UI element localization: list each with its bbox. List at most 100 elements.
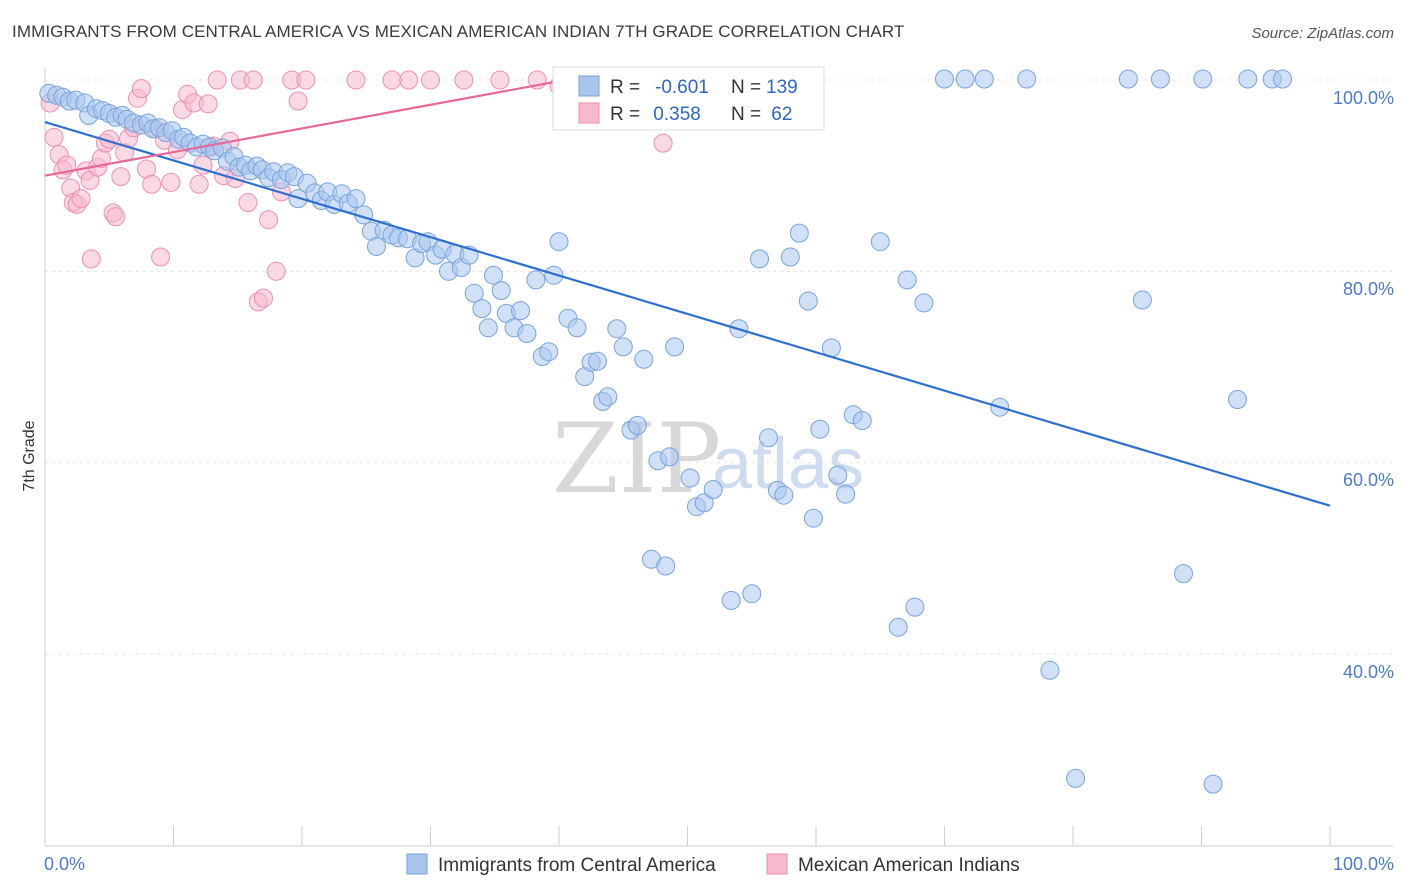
bottom-legend-swatch-pink xyxy=(766,853,788,875)
data-point xyxy=(346,189,366,209)
legend-n-value-blue: 139 xyxy=(766,77,798,98)
data-point xyxy=(81,249,101,269)
data-point xyxy=(598,387,618,407)
data-point xyxy=(680,468,700,488)
data-point xyxy=(549,232,569,252)
data-point xyxy=(464,283,484,303)
trend-line-blue xyxy=(44,121,1331,507)
data-point xyxy=(288,91,308,111)
legend-r-label-blue: R = xyxy=(610,77,645,98)
legend-r-label-pink: R = xyxy=(610,104,645,125)
data-point xyxy=(1150,69,1170,89)
data-point xyxy=(955,69,975,89)
data-point xyxy=(454,70,474,90)
data-point xyxy=(798,291,818,311)
data-point xyxy=(491,281,511,300)
y-tick-80: 80.0% xyxy=(1343,279,1394,299)
x-ticks xyxy=(44,826,1331,846)
data-point xyxy=(780,247,800,267)
legend-r-value-blue: -0.601 xyxy=(655,77,709,98)
data-point xyxy=(694,493,714,513)
data-point xyxy=(1066,768,1086,788)
data-point xyxy=(111,167,131,187)
data-point xyxy=(634,349,654,369)
data-point xyxy=(607,319,627,339)
legend-swatch-blue xyxy=(578,75,600,97)
data-point xyxy=(259,210,279,230)
data-point xyxy=(905,597,925,617)
data-point xyxy=(828,465,848,485)
data-point xyxy=(750,249,769,269)
data-point xyxy=(1017,69,1037,89)
data-point xyxy=(539,342,559,362)
data-point xyxy=(870,232,890,252)
legend-n-label-blue: N = xyxy=(731,77,766,98)
data-point xyxy=(803,508,823,528)
data-point xyxy=(57,155,77,175)
data-point xyxy=(189,174,209,194)
series-immigrants-central-america xyxy=(39,69,1292,794)
data-point xyxy=(935,69,954,89)
data-point xyxy=(789,223,809,243)
data-point xyxy=(660,447,679,467)
data-point xyxy=(627,415,647,435)
data-point xyxy=(656,556,676,576)
legend-r-value-pink: 0.358 xyxy=(648,104,701,125)
data-point xyxy=(613,337,633,357)
data-point xyxy=(478,318,498,338)
data-point xyxy=(526,270,546,290)
data-point xyxy=(266,261,286,281)
data-point xyxy=(703,480,723,499)
data-point xyxy=(161,172,181,192)
y-axis-label: 7th Grade xyxy=(21,420,38,491)
data-point xyxy=(490,70,510,90)
data-point xyxy=(207,70,227,90)
data-point xyxy=(421,70,440,90)
legend-bottom: Immigrants from Central America Mexican … xyxy=(406,853,1020,876)
bottom-legend-label-pink: Mexican American Indians xyxy=(798,855,1020,876)
data-point xyxy=(914,293,934,313)
data-point xyxy=(1174,564,1193,584)
data-point xyxy=(106,207,126,227)
legend-n-value-pink: 62 xyxy=(766,104,792,125)
data-point xyxy=(367,237,386,256)
data-point xyxy=(721,590,741,610)
data-point xyxy=(897,270,917,290)
data-point xyxy=(484,265,503,285)
data-point xyxy=(653,133,673,153)
data-point xyxy=(1238,69,1258,89)
data-point xyxy=(1040,660,1060,680)
legend-top: R = -0.601 N = 139 R = 0.358 N = 62 xyxy=(552,66,825,131)
data-point xyxy=(131,79,151,99)
bottom-legend-swatch-blue xyxy=(406,853,428,875)
y-tick-40: 40.0% xyxy=(1343,662,1394,682)
x-tick-0: 0.0% xyxy=(44,854,85,874)
y-tick-60: 60.0% xyxy=(1343,470,1394,490)
data-point xyxy=(1228,390,1247,409)
data-point xyxy=(588,351,607,371)
data-point xyxy=(665,337,685,357)
data-point xyxy=(151,247,171,267)
data-point xyxy=(1132,290,1152,310)
data-point xyxy=(974,69,994,89)
data-point xyxy=(567,318,587,338)
data-point xyxy=(1193,69,1213,89)
data-point xyxy=(71,189,91,209)
data-point xyxy=(296,70,316,90)
source-label: Source: ZipAtlas.com xyxy=(1251,25,1394,42)
y-tick-100: 100.0% xyxy=(1333,88,1394,108)
data-point xyxy=(888,617,908,637)
y-tick-labels: 100.0% 80.0% 60.0% 40.0% xyxy=(1333,88,1394,682)
data-point xyxy=(517,324,537,343)
data-point xyxy=(142,174,162,194)
data-point xyxy=(254,288,273,308)
data-point xyxy=(836,484,856,504)
data-point xyxy=(243,70,263,90)
data-point xyxy=(198,94,218,114)
data-point xyxy=(810,419,830,439)
data-point xyxy=(511,301,530,321)
trend-lines xyxy=(44,78,1331,507)
data-point xyxy=(346,70,366,90)
data-point xyxy=(1203,774,1223,794)
data-point xyxy=(1118,69,1138,89)
